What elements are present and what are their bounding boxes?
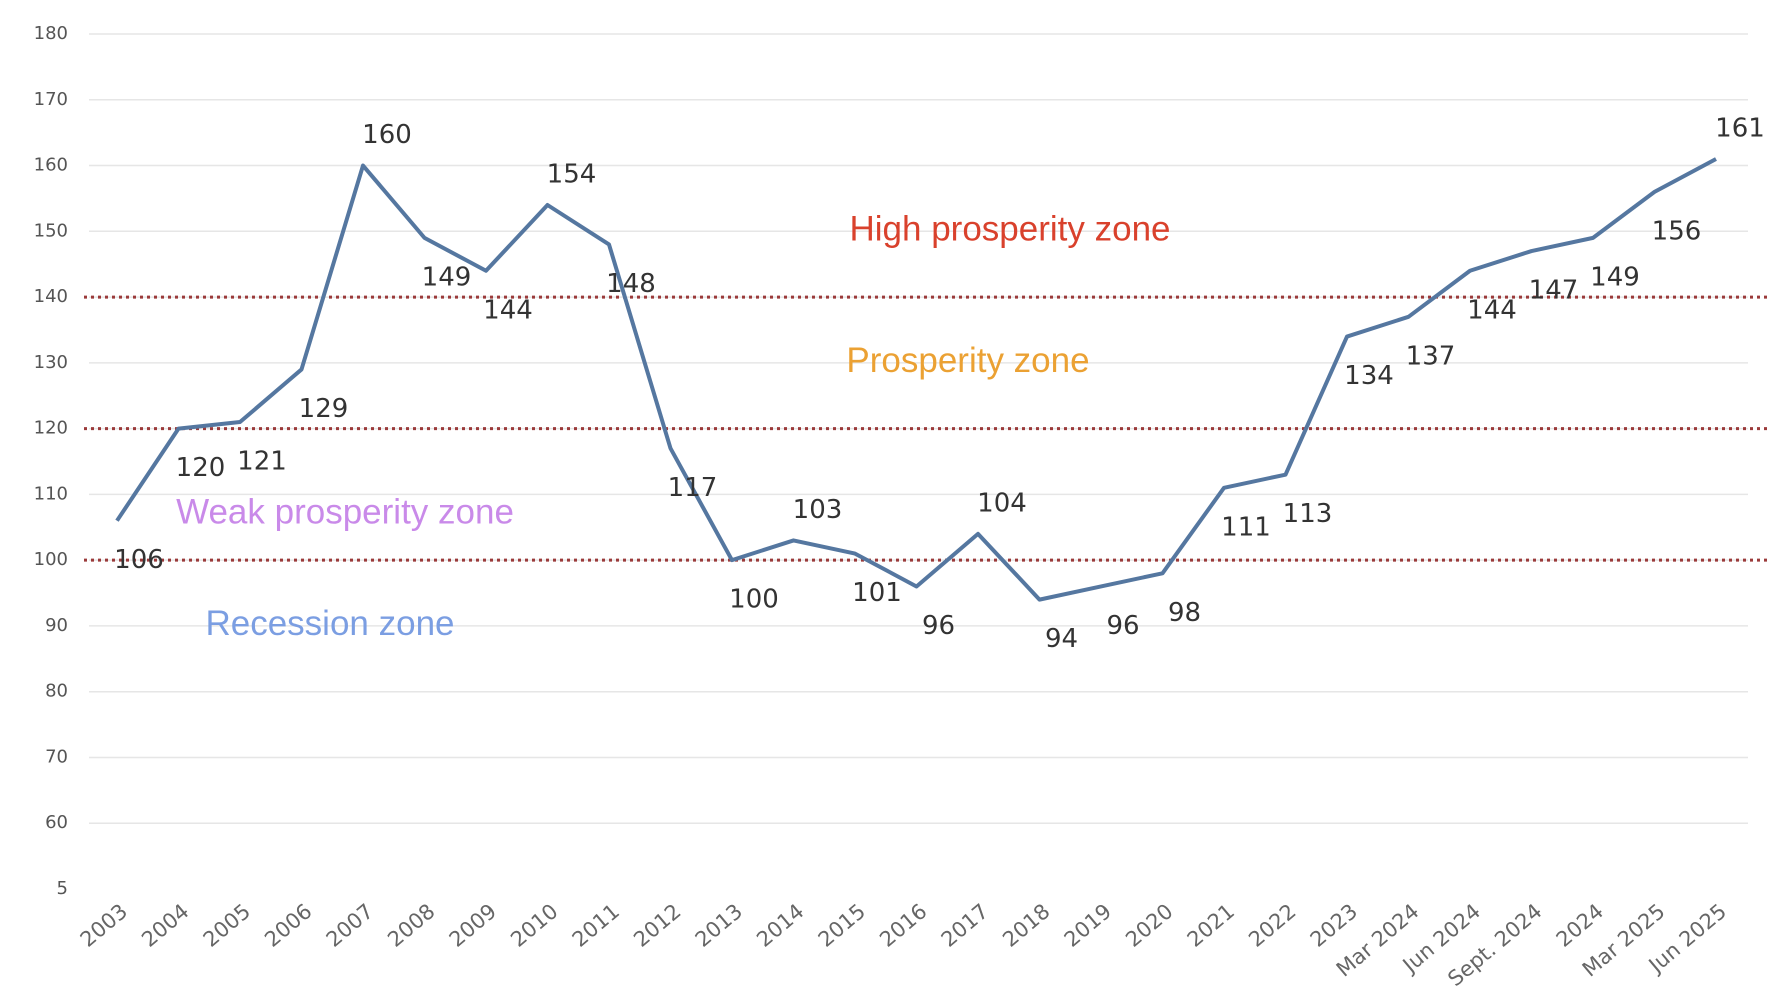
y-tick-label: 5: [57, 878, 68, 899]
data-label: 137: [1406, 341, 1456, 371]
data-label: 94: [1045, 624, 1078, 654]
y-tick-label: 160: [34, 155, 68, 176]
data-label: 144: [1467, 295, 1517, 325]
data-label: 156: [1652, 216, 1702, 246]
data-label: 144: [483, 295, 533, 325]
y-tick-label: 150: [34, 220, 68, 241]
y-tick-label: 60: [45, 812, 68, 833]
x-tick-label: 2005: [199, 899, 255, 952]
data-label: 104: [977, 488, 1027, 518]
data-label: 100: [729, 585, 779, 615]
x-tick-label: 2014: [752, 899, 808, 952]
y-tick-label: 100: [34, 549, 68, 570]
data-label: 149: [422, 262, 472, 292]
data-label: 161: [1715, 113, 1765, 143]
x-tick-label: 2007: [322, 899, 378, 952]
data-label: 117: [668, 473, 718, 503]
y-tick-label: 70: [45, 746, 68, 767]
x-tick-label: 2004: [137, 899, 193, 952]
zone-label: High prosperity zone: [850, 210, 1171, 249]
data-label: 134: [1344, 361, 1394, 391]
x-tick-label: 2015: [814, 899, 870, 952]
x-tick-label: 2017: [937, 899, 993, 952]
x-tick-label: 2021: [1183, 899, 1239, 952]
y-tick-label: 80: [45, 681, 68, 702]
zone-label: Prosperity zone: [846, 341, 1089, 380]
data-label: 96: [922, 611, 955, 641]
data-label: 101: [852, 578, 902, 608]
x-tick-label: 2008: [383, 899, 439, 952]
x-tick-label: 2006: [260, 899, 316, 952]
data-label: 149: [1590, 262, 1640, 292]
data-label: 98: [1168, 598, 1201, 628]
x-tick-label: 2011: [568, 899, 624, 952]
x-tick-label: 2013: [691, 899, 747, 952]
data-label: 154: [547, 160, 597, 190]
x-tick-label: 2018: [998, 899, 1054, 952]
data-label: 129: [299, 394, 349, 424]
y-tick-label: 120: [34, 418, 68, 439]
series-line: [115, 157, 1717, 602]
x-tick-label: 2020: [1121, 899, 1177, 952]
y-tick-label: 110: [34, 483, 68, 504]
y-tick-label: 180: [34, 23, 68, 44]
x-tick-label: 2010: [506, 899, 562, 952]
data-label: 106: [114, 545, 164, 575]
y-tick-label: 140: [34, 286, 68, 307]
x-tick-label: 2019: [1060, 899, 1116, 952]
zone-label: Weak prosperity zone: [176, 492, 514, 531]
x-tick-label: 2003: [76, 899, 132, 952]
data-label: 96: [1106, 611, 1139, 641]
x-tick-label: 2009: [445, 899, 501, 952]
y-tick-label: 170: [34, 89, 68, 110]
data-label: 103: [793, 495, 843, 525]
data-label: 111: [1221, 512, 1271, 542]
data-label: 121: [237, 447, 287, 477]
data-label: 113: [1283, 499, 1333, 529]
data-label: 120: [176, 453, 226, 483]
data-label: 148: [606, 269, 656, 299]
x-tick-label: 2016: [875, 899, 931, 952]
x-tick-label: 2012: [629, 899, 685, 952]
zone-label: Recession zone: [205, 604, 454, 643]
x-tick-label: 2022: [1244, 899, 1300, 952]
data-label: 160: [362, 120, 412, 150]
data-label: 147: [1529, 276, 1579, 306]
y-tick-label: 90: [45, 615, 68, 636]
y-tick-label: 130: [34, 352, 68, 373]
